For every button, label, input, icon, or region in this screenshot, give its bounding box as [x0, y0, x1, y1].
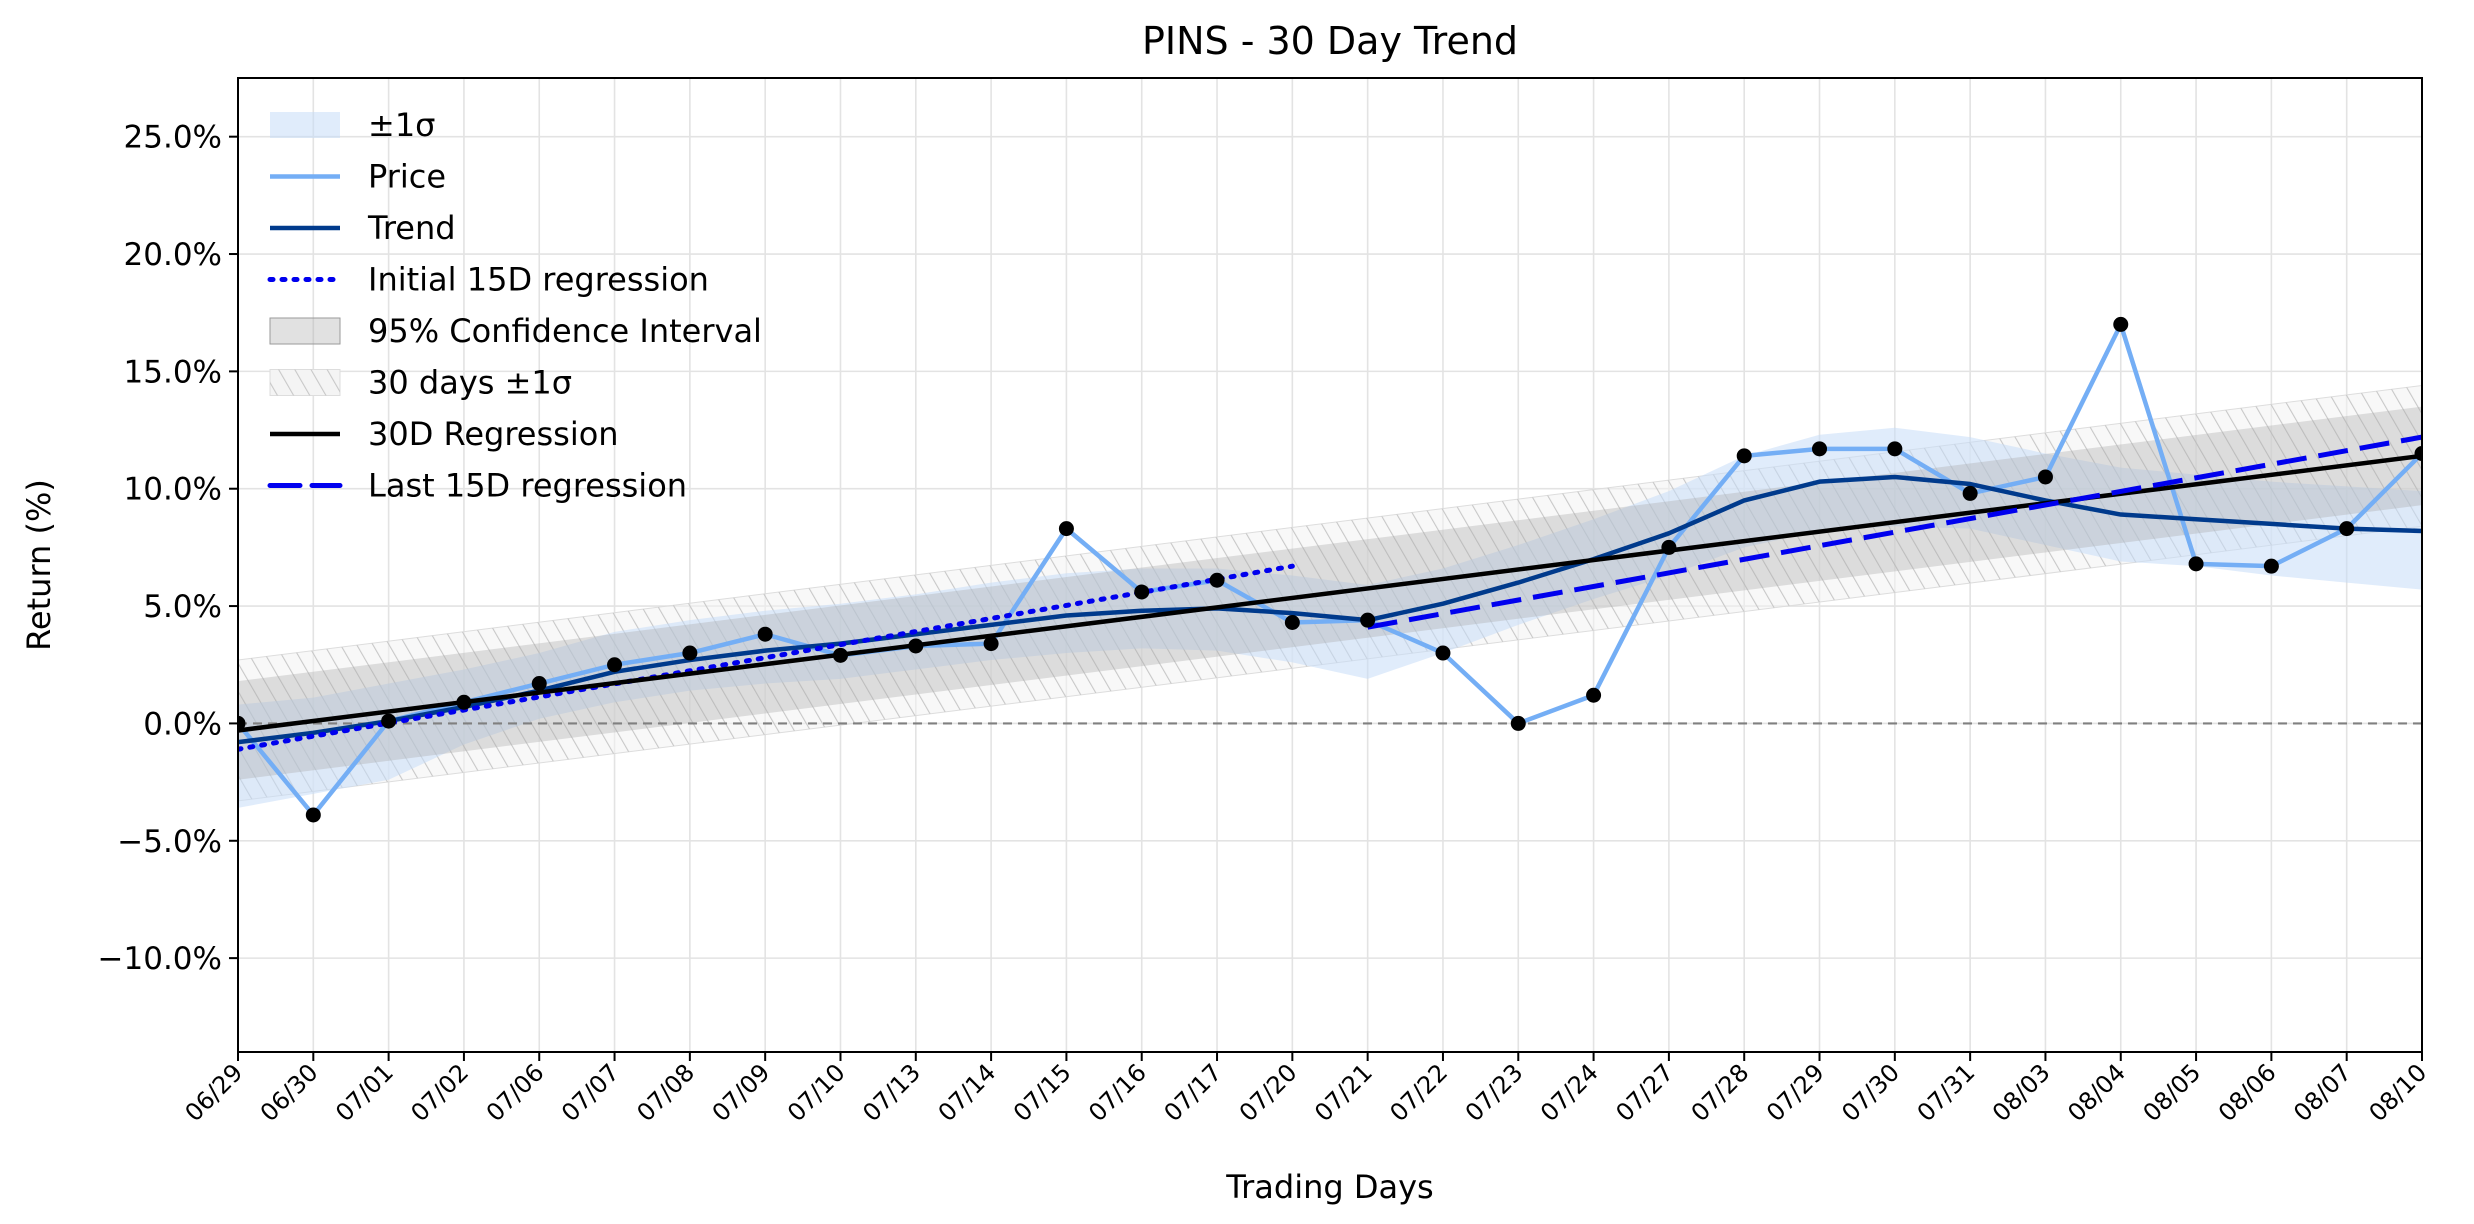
- price-point: [908, 638, 924, 654]
- plot-frame: [237, 77, 2423, 1053]
- price-point: [1435, 645, 1451, 661]
- legend-swatch-hatch: [270, 369, 340, 396]
- legend-label: 30 days ±1σ: [368, 364, 572, 402]
- price-point: [1812, 441, 1828, 457]
- y-tick-label: 15.0%: [124, 354, 222, 390]
- price-point: [2188, 556, 2204, 572]
- price-point: [456, 694, 472, 710]
- price-point: [1284, 615, 1300, 631]
- price-point: [1962, 485, 1978, 501]
- y-tick-label: 20.0%: [124, 237, 222, 273]
- price-point: [607, 657, 623, 673]
- legend-swatch: [270, 112, 340, 138]
- series-price-line: [238, 322, 2422, 818]
- price-point: [983, 636, 999, 652]
- price-point: [305, 807, 321, 823]
- chart-title: PINS - 30 Day Trend: [1142, 19, 1518, 63]
- y-axis-label: Return (%): [20, 479, 58, 651]
- price-point: [832, 647, 848, 663]
- price-point: [1360, 612, 1376, 628]
- y-tick-label: −5.0%: [117, 824, 222, 860]
- x-axis-label: Trading Days: [1225, 1168, 1433, 1206]
- legend-label: 30D Regression: [368, 415, 619, 453]
- price-point: [2414, 446, 2422, 462]
- price-point: [531, 676, 547, 692]
- y-tick-label: 25.0%: [124, 120, 222, 156]
- series-last-regression: [1367, 434, 2422, 630]
- plot-area: [238, 316, 2422, 823]
- legend-label: ±1σ: [368, 106, 435, 144]
- price-point: [1209, 572, 1225, 588]
- price-point: [1058, 521, 1074, 537]
- price-point: [1586, 687, 1602, 703]
- y-tick-label: −10.0%: [98, 941, 222, 977]
- price-point: [757, 626, 773, 642]
- price-point: [1134, 584, 1150, 600]
- price-point: [682, 645, 698, 661]
- legend-label: Initial 15D regression: [368, 261, 709, 299]
- price-point: [1736, 448, 1752, 464]
- price-point: [238, 715, 246, 731]
- y-tick-label: 10.0%: [124, 472, 222, 508]
- y-tick-label: 0.0%: [143, 706, 222, 742]
- legend-label: Price: [368, 158, 446, 196]
- legend: ±1σ Price Trend Initial 15D regression 95% C…: [267, 106, 762, 505]
- price-point: [1887, 441, 1903, 457]
- price-point: [1661, 539, 1677, 555]
- price-point: [2037, 469, 2053, 485]
- legend-label: 95% Confidence Interval: [368, 312, 762, 350]
- price-point: [2263, 558, 2279, 574]
- price-point: [1510, 715, 1526, 731]
- price-point: [2113, 316, 2129, 332]
- price-point: [2339, 521, 2355, 537]
- y-tick-label: 5.0%: [143, 589, 222, 625]
- price-point: [381, 713, 397, 729]
- series-initial-regression: [238, 563, 1295, 752]
- legend-label: Last 15D regression: [368, 467, 687, 505]
- legend-swatch: [269, 317, 341, 345]
- legend-label: Trend: [367, 209, 456, 247]
